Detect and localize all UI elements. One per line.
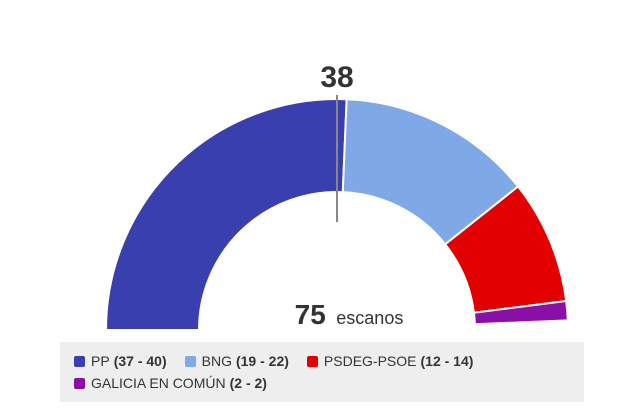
legend-range-value-galicia-en-comun: 2 - 2 <box>234 375 263 391</box>
legend-swatch-galicia-en-comun <box>74 377 85 389</box>
legend-item-bng: BNG (19 - 22) <box>184 353 289 369</box>
legend: PP (37 - 40) BNG (19 - 22) PSDEG-PSOE (1… <box>60 342 584 402</box>
parliament-chart: 38 75 escanos <box>104 61 569 331</box>
legend-range-value-pp: 37 - 40 <box>118 353 162 369</box>
legend-range-galicia-en-comun: (2 - 2) <box>229 375 267 391</box>
total-seats-label: 75 escanos <box>295 299 404 330</box>
legend-range-bng: (19 - 22) <box>235 353 289 369</box>
arc-galicia-en-com-n <box>472 299 569 326</box>
total-seats-value: 75 <box>295 299 326 330</box>
legend-label-pp: PP <box>91 353 110 369</box>
legend-swatch-bng <box>184 355 196 367</box>
legend-range-value-psdeg-psoe: 12 - 14 <box>425 353 469 369</box>
legend-range-psdeg-psoe: (12 - 14) <box>420 353 474 369</box>
legend-range-pp: (37 - 40) <box>113 353 167 369</box>
legend-label-psdeg-psoe: PSDEG-PSOE <box>323 353 417 369</box>
legend-row-2: GALICIA EN COMÚN (2 - 2) <box>74 372 570 394</box>
arc-pp <box>104 98 348 331</box>
legend-label-galicia-en-comun: GALICIA EN COMÚN <box>91 375 226 391</box>
legend-item-psdeg-psoe: PSDEG-PSOE (12 - 14) <box>306 353 474 369</box>
legend-label-bng: BNG <box>201 353 232 369</box>
total-seats-unit: escanos <box>336 308 403 328</box>
legend-swatch-psdeg-psoe <box>306 355 318 367</box>
legend-row-1: PP (37 - 40) BNG (19 - 22) PSDEG-PSOE (1… <box>74 350 570 372</box>
legend-item-pp: PP (37 - 40) <box>74 353 167 369</box>
legend-swatch-pp <box>74 355 85 367</box>
seat-arcs <box>104 98 569 331</box>
legend-range-value-bng: 19 - 22 <box>240 353 285 369</box>
majority-label: 38 <box>320 61 353 94</box>
legend-item-galicia-en-comun: GALICIA EN COMÚN (2 - 2) <box>74 375 267 391</box>
